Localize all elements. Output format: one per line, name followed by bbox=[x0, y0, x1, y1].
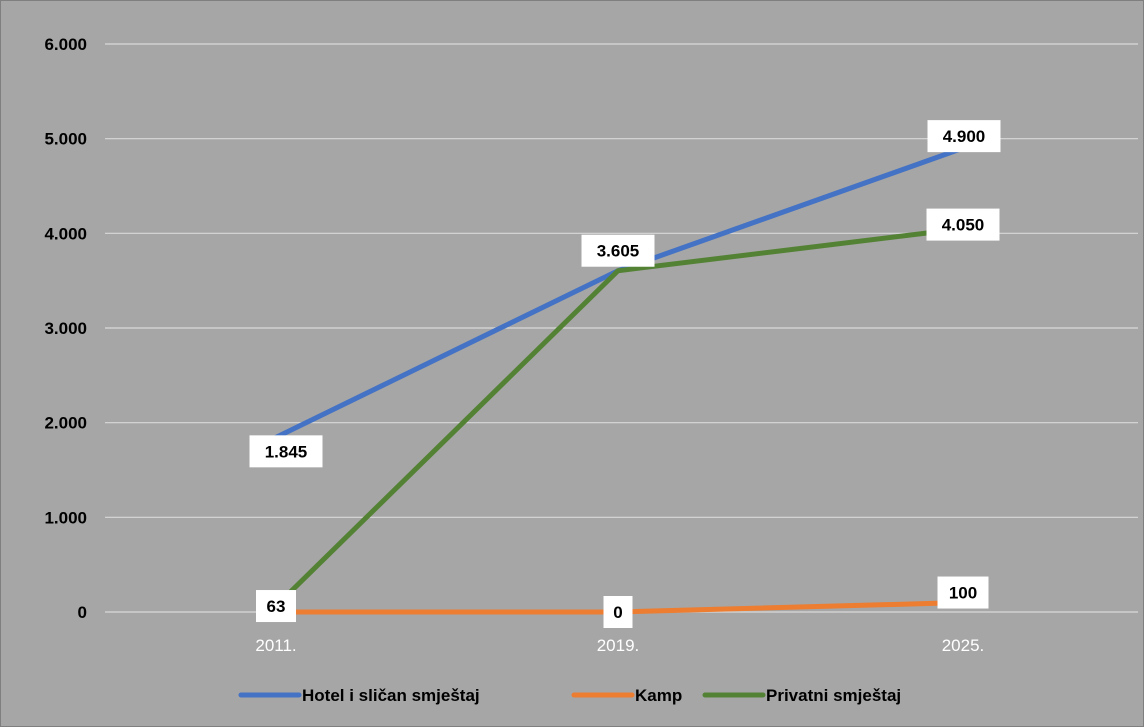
data-label: 63 bbox=[267, 597, 286, 616]
legend: Hotel i sličan smještaj Kamp Privatni smje… bbox=[238, 686, 901, 705]
data-label: 1.845 bbox=[265, 442, 308, 461]
y-tick-label: 0 bbox=[78, 603, 87, 622]
data-label: 100 bbox=[949, 584, 977, 603]
data-label-box bbox=[937, 576, 989, 609]
series-line-1 bbox=[273, 145, 966, 440]
x-category-label: 2011. bbox=[255, 636, 296, 655]
x-category-label: 2025. bbox=[942, 636, 985, 655]
y-tick-label: 6.000 bbox=[44, 35, 87, 54]
data-label-box bbox=[256, 590, 296, 623]
legend-item: Privatni smještaj bbox=[702, 686, 901, 705]
legend-item: Hotel i sličan smještaj bbox=[238, 686, 480, 705]
data-label: 4.050 bbox=[942, 216, 985, 235]
y-tick-label: 2.000 bbox=[44, 414, 87, 433]
y-tick-label: 5.000 bbox=[44, 130, 87, 149]
data-label-box bbox=[603, 596, 633, 628]
data-label-box bbox=[926, 208, 1000, 241]
legend-label: Kamp bbox=[635, 686, 682, 705]
x-category-label: 2019. bbox=[597, 636, 640, 655]
y-tick-label: 4.000 bbox=[44, 224, 87, 243]
data-label: 0 bbox=[613, 603, 622, 622]
data-label-box bbox=[927, 120, 1001, 153]
data-label: 4.900 bbox=[943, 127, 986, 146]
series-line-3 bbox=[273, 226, 966, 609]
legend-label: Hotel i sličan smještaj bbox=[302, 686, 480, 705]
data-label-box bbox=[581, 234, 655, 267]
data-labels: 1.845 4.900 0 100 63 3.605 4.050 bbox=[249, 120, 1001, 628]
legend-item: Kamp bbox=[571, 686, 682, 705]
y-axis-tick-labels: 0 1.000 2.000 3.000 4.000 5.000 6.000 bbox=[44, 35, 87, 622]
legend-label: Privatni smještaj bbox=[766, 686, 901, 705]
series-lines bbox=[273, 145, 966, 615]
y-tick-label: 3.000 bbox=[44, 319, 87, 338]
y-tick-label: 1.000 bbox=[44, 508, 87, 527]
gridlines bbox=[105, 43, 1138, 613]
data-label: 3.605 bbox=[597, 242, 640, 261]
data-label-box bbox=[249, 435, 323, 468]
x-axis-category-labels: 2011. 2019. 2025. bbox=[255, 636, 984, 655]
